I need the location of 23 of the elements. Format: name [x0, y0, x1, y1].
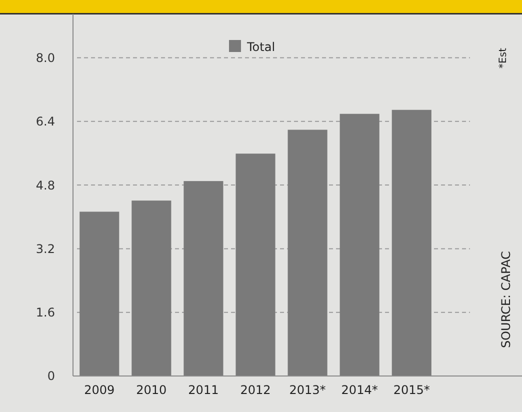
y-tick-label: 3.2	[36, 242, 55, 256]
y-tick-label: 8.0	[36, 50, 55, 65]
y-tick-label: 6.4	[36, 114, 55, 129]
x-tick-label: 2009	[84, 383, 115, 397]
y-tick-label: 0	[47, 369, 55, 384]
bar	[80, 212, 120, 376]
bar	[288, 130, 328, 376]
bar	[236, 154, 276, 376]
x-tick-label: 2010	[136, 383, 167, 397]
bar	[340, 114, 380, 376]
source-note: SOURCE: CAPAC	[499, 251, 513, 348]
x-tick-label: 2014*	[341, 383, 378, 397]
x-tick-label: 2012	[240, 383, 271, 397]
y-tick-label: 1.6	[36, 306, 55, 320]
legend-label: Total	[246, 40, 276, 54]
x-tick-label: 2015*	[393, 383, 430, 397]
bar	[392, 110, 432, 376]
text: *Est	[498, 48, 509, 68]
bar	[132, 200, 172, 376]
x-tick-label: 2013*	[289, 383, 326, 397]
bar	[184, 181, 224, 376]
x-tick-label: 2011	[188, 383, 219, 397]
y-tick-label: 4.8	[36, 178, 55, 192]
